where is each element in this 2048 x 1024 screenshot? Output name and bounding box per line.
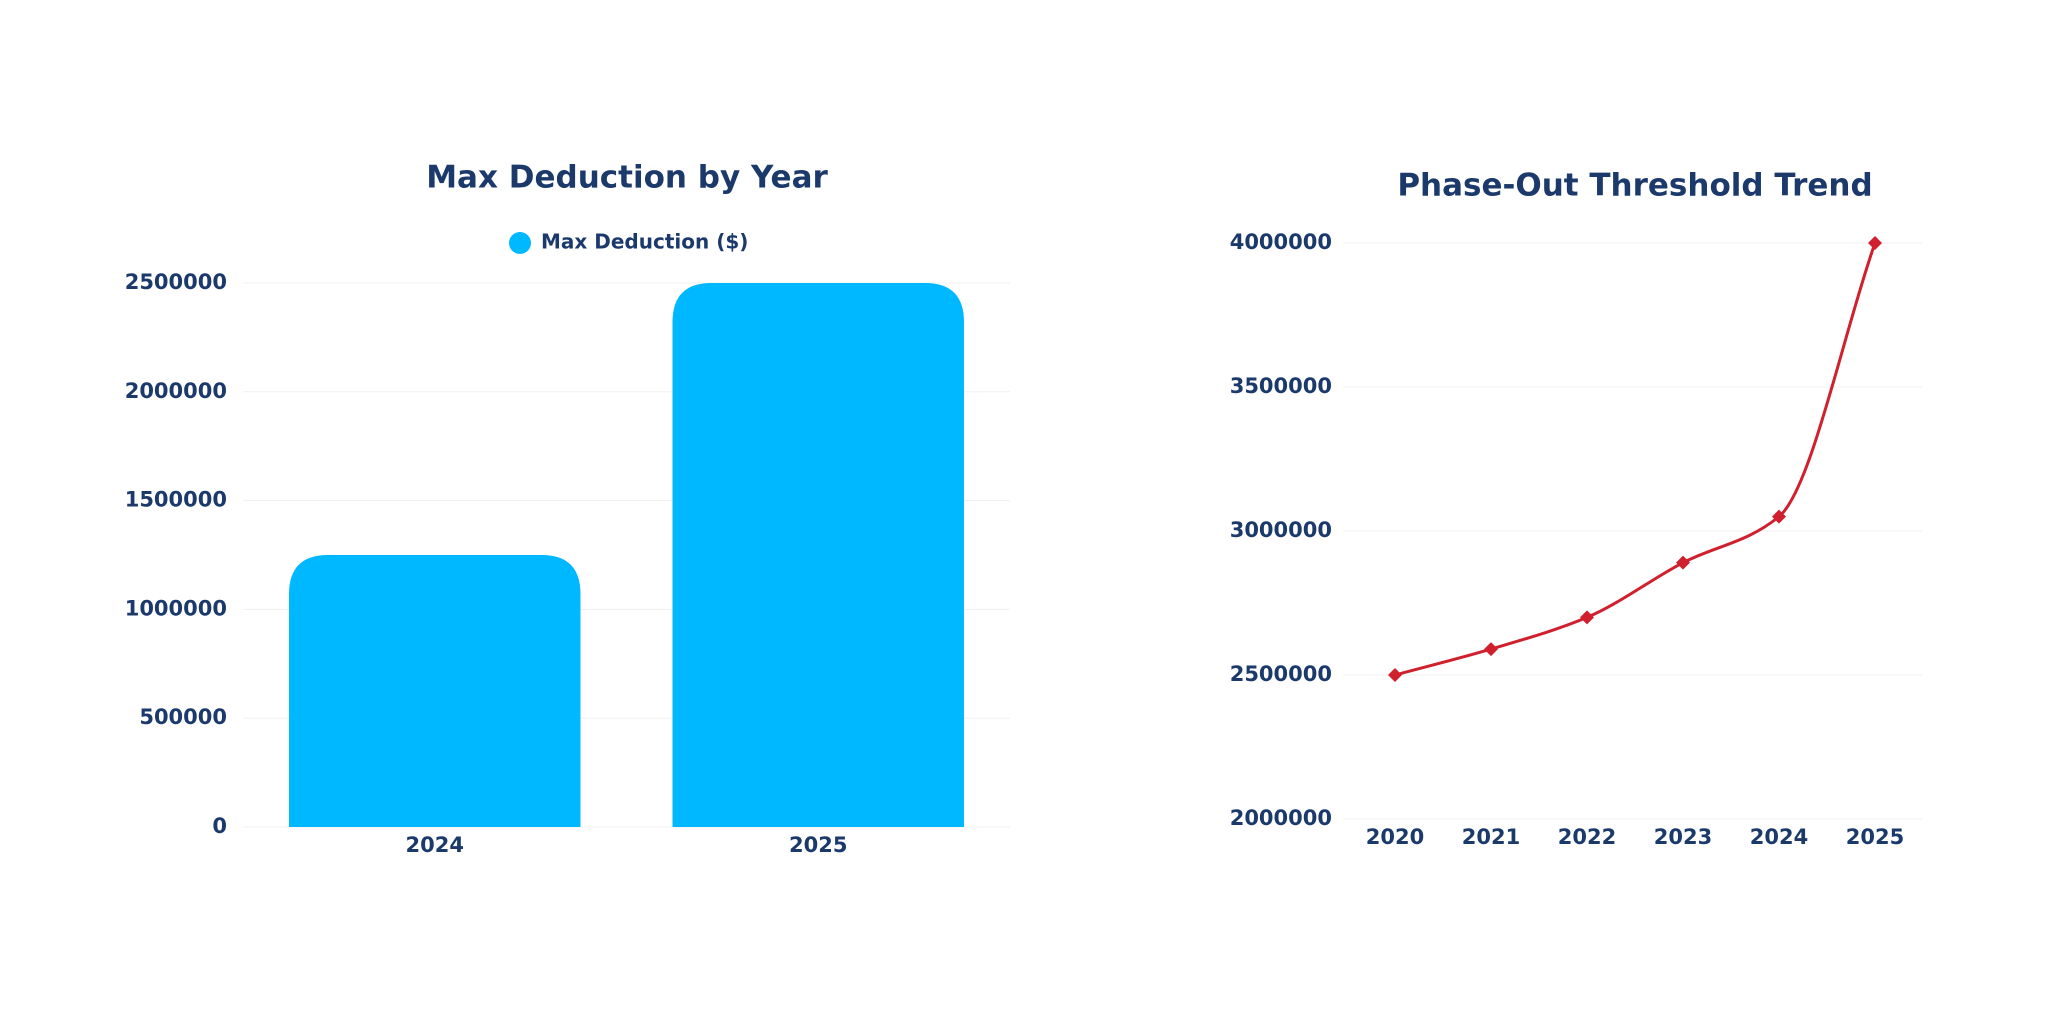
x-tick-label: 2024 (406, 833, 464, 857)
x-tick-label: 2024 (1750, 825, 1808, 849)
y-tick-label: 1000000 (125, 596, 227, 620)
x-tick-label: 2021 (1462, 825, 1520, 849)
x-tick-label: 2025 (1846, 825, 1904, 849)
point (1772, 509, 1786, 524)
chart-title: Max Deduction by Year (426, 160, 828, 196)
legend-marker (509, 232, 531, 254)
y-tick-label: 1500000 (125, 488, 227, 512)
point (1868, 236, 1882, 250)
y-tick-label: 500000 (139, 705, 227, 729)
y-tick-label: 4000000 (1230, 230, 1332, 254)
point (1676, 555, 1690, 570)
legend-label: Max Deduction ($) (541, 230, 748, 254)
chart-title: Phase-Out Threshold Trend (1397, 168, 1872, 204)
point (1484, 642, 1498, 657)
point (1388, 668, 1402, 682)
y-tick-label: 2500000 (1230, 662, 1332, 686)
y-tick-label: 3000000 (1230, 518, 1332, 542)
y-tick-label: 0 (212, 814, 227, 838)
x-tick-label: 2020 (1366, 825, 1424, 849)
x-tick-label: 2025 (789, 833, 847, 857)
point (1580, 610, 1594, 625)
y-tick-label: 3500000 (1230, 374, 1332, 398)
line (1394, 242, 1877, 677)
x-tick-label: 2023 (1654, 825, 1712, 849)
bar (289, 555, 581, 827)
y-tick-label: 2500000 (125, 270, 227, 294)
x-tick-label: 2022 (1558, 825, 1616, 849)
y-tick-label: 2000000 (1230, 806, 1332, 830)
bar (672, 283, 964, 827)
y-tick-label: 2000000 (125, 379, 227, 403)
